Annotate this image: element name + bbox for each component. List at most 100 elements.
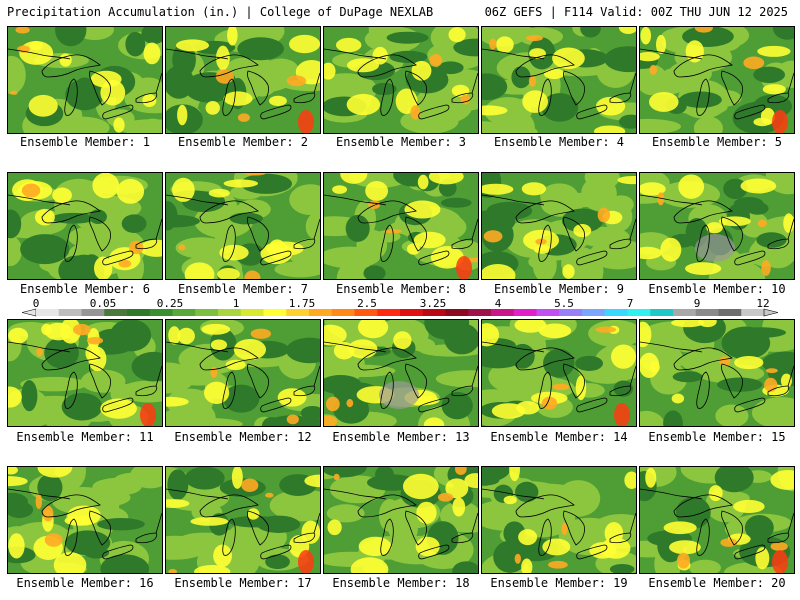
colorbar-swatch bbox=[422, 309, 446, 316]
colorbar-swatch bbox=[536, 309, 560, 316]
colorbar-tick-label: 5.5 bbox=[554, 297, 574, 310]
precip-field bbox=[482, 320, 636, 426]
ensemble-member-label: Ensemble Member: 1 bbox=[19, 135, 151, 149]
precip-field bbox=[482, 27, 636, 133]
precip-field bbox=[324, 467, 478, 573]
colorbar-swatch bbox=[559, 309, 583, 316]
ensemble-member-map bbox=[7, 319, 163, 427]
colorbar-swatch bbox=[627, 309, 651, 316]
colorbar-swatch bbox=[127, 309, 151, 316]
colorbar-swatch bbox=[195, 309, 219, 316]
ensemble-member-label: Ensemble Member: 3 bbox=[335, 135, 467, 149]
ensemble-member-label: Ensemble Member: 12 bbox=[174, 430, 312, 444]
colorbar-swatch bbox=[582, 309, 606, 316]
ensemble-member-map bbox=[639, 172, 795, 280]
colorbar-swatch bbox=[149, 309, 173, 316]
colorbar-swatch bbox=[491, 309, 515, 316]
colorbar-tick-label: 1.75 bbox=[288, 297, 316, 310]
precip-field bbox=[8, 173, 162, 279]
colorbar-swatch bbox=[650, 309, 674, 316]
ensemble-member-map bbox=[165, 172, 321, 280]
ensemble-member-map bbox=[639, 466, 795, 574]
run-valid-time: 06Z GEFS | F114 Valid: 00Z THU JUN 12 20… bbox=[484, 5, 788, 19]
ensemble-member-label: Ensemble Member: 7 bbox=[177, 282, 309, 296]
precip-field bbox=[324, 320, 478, 426]
ensemble-member-label: Ensemble Member: 14 bbox=[490, 430, 628, 444]
colorbar-swatch bbox=[172, 309, 196, 316]
colorbar-swatch bbox=[309, 309, 333, 316]
colorbar-tick-label: 9 bbox=[693, 297, 701, 310]
ensemble-member-map bbox=[323, 466, 479, 574]
colorbar-swatch bbox=[36, 309, 60, 316]
ensemble-member-label: Ensemble Member: 6 bbox=[19, 282, 151, 296]
ensemble-member-map bbox=[481, 466, 637, 574]
colorbar-swatch bbox=[240, 309, 264, 316]
ensemble-member-map bbox=[639, 26, 795, 134]
precip-field bbox=[8, 27, 162, 133]
precip-field bbox=[8, 320, 162, 426]
precip-field bbox=[166, 27, 320, 133]
colorbar-swatch bbox=[445, 309, 469, 316]
colorbar-swatch bbox=[218, 309, 242, 316]
colorbar-swatch bbox=[263, 309, 287, 316]
ensemble-member-label: Ensemble Member: 2 bbox=[177, 135, 309, 149]
ensemble-member-map bbox=[165, 466, 321, 574]
colorbar-swatch bbox=[354, 309, 378, 316]
ensemble-member-map bbox=[7, 26, 163, 134]
precip-field bbox=[324, 27, 478, 133]
colorbar-swatch bbox=[673, 309, 697, 316]
map-title: Precipitation Accumulation (in.) | Colle… bbox=[7, 5, 434, 19]
precip-field bbox=[482, 173, 636, 279]
colorbar bbox=[21, 308, 779, 317]
colorbar-tick-label: 4 bbox=[494, 297, 502, 310]
ensemble-member-label: Ensemble Member: 10 bbox=[648, 282, 786, 296]
colorbar-tick-label: 12 bbox=[756, 297, 770, 310]
ensemble-member-label: Ensemble Member: 16 bbox=[16, 576, 154, 590]
precip-field bbox=[640, 173, 794, 279]
precip-field bbox=[166, 173, 320, 279]
ensemble-member-label: Ensemble Member: 18 bbox=[332, 576, 470, 590]
colorbar-tick-label: 0.25 bbox=[156, 297, 184, 310]
colorbar-high-arrow bbox=[763, 308, 779, 317]
ensemble-member-map bbox=[323, 172, 479, 280]
colorbar-low-arrow bbox=[21, 308, 37, 317]
colorbar-tick-label: 0.05 bbox=[89, 297, 117, 310]
ensemble-member-map bbox=[481, 26, 637, 134]
ensemble-member-label: Ensemble Member: 17 bbox=[174, 576, 312, 590]
ensemble-member-map bbox=[323, 26, 479, 134]
colorbar-swatch bbox=[377, 309, 401, 316]
ensemble-member-map bbox=[481, 172, 637, 280]
ensemble-member-map bbox=[481, 319, 637, 427]
colorbar-swatch bbox=[58, 309, 82, 316]
colorbar-swatch bbox=[695, 309, 719, 316]
ensemble-member-label: Ensemble Member: 13 bbox=[332, 430, 470, 444]
header: Precipitation Accumulation (in.) | Colle… bbox=[0, 0, 800, 22]
colorbar-tick-label: 1 bbox=[232, 297, 240, 310]
colorbar-tick-label: 2.5 bbox=[357, 297, 377, 310]
ensemble-member-label: Ensemble Member: 4 bbox=[493, 135, 625, 149]
colorbar-tick-label: 7 bbox=[626, 297, 634, 310]
colorbar-swatch bbox=[104, 309, 128, 316]
precip-field bbox=[640, 320, 794, 426]
ensemble-member-map bbox=[639, 319, 795, 427]
ensemble-member-map bbox=[165, 319, 321, 427]
ensemble-member-label: Ensemble Member: 5 bbox=[651, 135, 783, 149]
ensemble-member-label: Ensemble Member: 20 bbox=[648, 576, 786, 590]
precip-field bbox=[482, 467, 636, 573]
ensemble-member-map bbox=[323, 319, 479, 427]
colorbar-swatch bbox=[718, 309, 742, 316]
ensemble-member-label: Ensemble Member: 15 bbox=[648, 430, 786, 444]
colorbar-swatch bbox=[513, 309, 537, 316]
precip-field bbox=[324, 173, 478, 279]
precip-field bbox=[166, 467, 320, 573]
colorbar-swatch bbox=[604, 309, 628, 316]
ensemble-member-map bbox=[7, 172, 163, 280]
ensemble-member-map bbox=[7, 466, 163, 574]
ensemble-member-map bbox=[165, 26, 321, 134]
colorbar-swatch bbox=[331, 309, 355, 316]
colorbar-tick-label: 3.25 bbox=[419, 297, 447, 310]
colorbar-swatch bbox=[81, 309, 105, 316]
colorbar-swatch bbox=[286, 309, 310, 316]
ensemble-member-label: Ensemble Member: 9 bbox=[493, 282, 625, 296]
colorbar-swatch bbox=[400, 309, 424, 316]
